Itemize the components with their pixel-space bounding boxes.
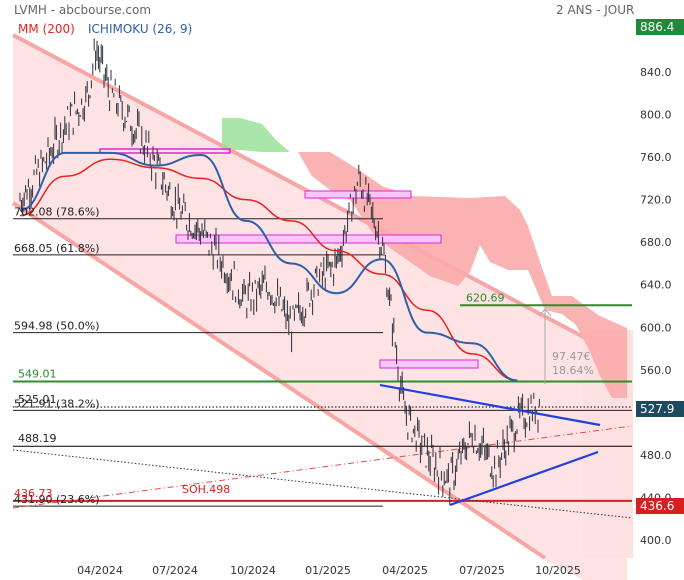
x-tick-label: 04/2025	[382, 564, 428, 577]
dotted-support-line	[12, 449, 633, 519]
fib-level-label: 668.05 (61.8%)	[14, 242, 100, 255]
y-tick-label: 400.0	[640, 534, 672, 547]
x-tick-label: 07/2025	[459, 564, 505, 577]
legend-mm200: MM (200)	[18, 22, 75, 36]
price-badge-high: 886.4	[636, 19, 684, 35]
y-axis-ticks: 400.0440.0480.0520.0560.0600.0640.0680.0…	[640, 66, 672, 547]
chart-period: 2 ANS - JOUR	[556, 3, 635, 17]
y-tick-label: 640.0	[640, 279, 672, 292]
y-tick-label: 720.0	[640, 194, 672, 207]
annotation-label: 18.64%	[552, 364, 594, 377]
level-label: 620.69	[466, 291, 505, 304]
level-label: 488.19	[18, 432, 57, 445]
chart-title: LVMH - abcbourse.com	[14, 3, 152, 17]
price-badge-low: 436.6	[636, 498, 684, 514]
fib-level-label: 431.90 (23.6%)	[14, 493, 100, 506]
annotation-label: SOH.498	[182, 483, 230, 496]
price-bars	[19, 38, 540, 505]
level-label: 436.73	[14, 487, 53, 500]
legend-ichimoku: ICHIMOKU (26, 9)	[88, 22, 193, 36]
ichimoku-cloud-green	[222, 118, 290, 152]
x-axis-ticks: 04/2024 07/2024 10/2024 01/2025 04/2025 07/20…	[77, 564, 581, 577]
channel-lower-line	[11, 201, 547, 560]
mm200-line	[19, 158, 518, 382]
ichimoku-series-line	[19, 151, 518, 382]
y-tick-label: 840.0	[640, 66, 672, 79]
ichimoku-cloud-red	[298, 152, 627, 398]
annotation-label: 97.47€	[552, 350, 591, 363]
chart-text-layer: 702.08 (78.6%) 668.05 (61.8%) 594.98 (50.0…	[14, 206, 594, 506]
y-tick-label: 680.0	[640, 236, 672, 249]
ichimoku-line	[19, 151, 518, 382]
fib-level-label: 594.98 (50.0%)	[14, 320, 100, 333]
level-lines	[13, 218, 632, 507]
fib-level-label: 702.08 (78.6%)	[14, 206, 100, 219]
level-label: 525.01	[18, 393, 57, 406]
fib-level-label: 521.91 (38.2%)	[14, 397, 100, 410]
x-tick-label: 01/2025	[305, 564, 351, 577]
level-label: 549.01	[18, 368, 57, 381]
y-tick-label: 480.0	[640, 449, 672, 462]
y-tick-label: 600.0	[640, 321, 672, 334]
triangle-lower-line	[449, 450, 599, 507]
magenta-zones	[99, 148, 479, 369]
x-tick-label: 07/2024	[152, 564, 198, 577]
zone-box	[175, 234, 442, 244]
x-tick-label: 10/2025	[535, 564, 581, 577]
y-tick-label: 800.0	[640, 109, 672, 122]
zone-box	[99, 148, 231, 154]
y-tick-label: 760.0	[640, 151, 672, 164]
dashdot-red-line	[12, 425, 633, 509]
target-arrow-head	[538, 308, 552, 317]
y-tick-label: 560.0	[640, 364, 672, 377]
channel-band	[13, 35, 627, 580]
x-tick-label: 10/2024	[230, 564, 276, 577]
triangle-upper-line	[379, 383, 601, 427]
zone-box	[379, 359, 479, 369]
mm200-series-line	[19, 158, 518, 382]
zone-box	[304, 190, 412, 199]
x-tick-label: 04/2024	[77, 564, 123, 577]
price-badge-last: 527.9	[636, 401, 684, 417]
